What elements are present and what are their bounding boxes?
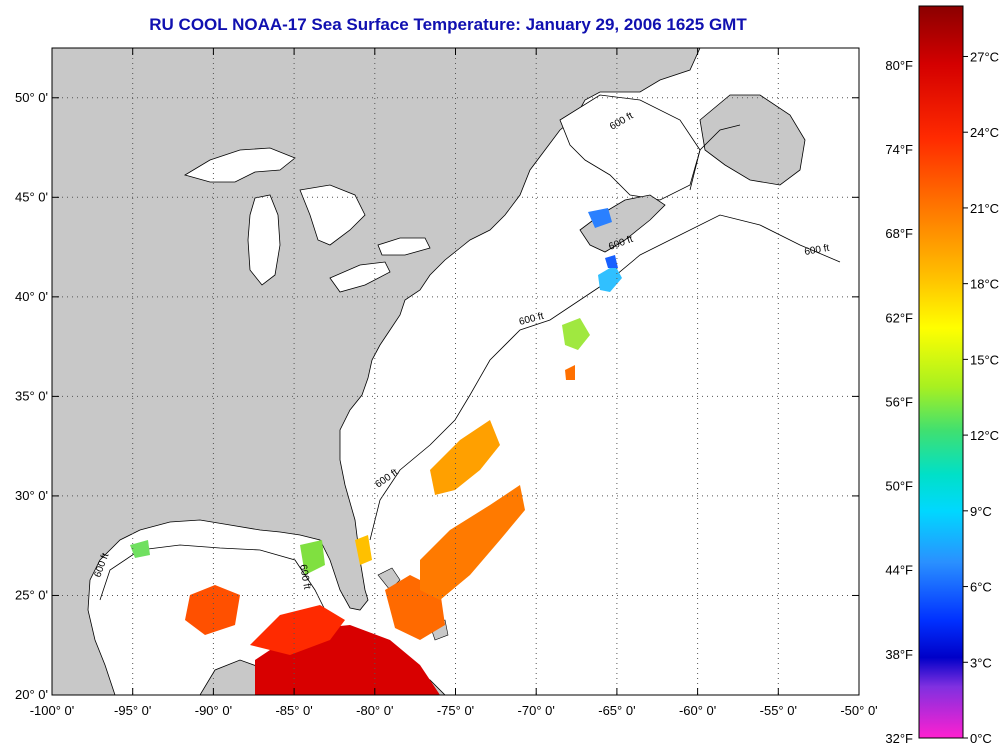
isobath-600ft-slope xyxy=(689,124,741,191)
lat-tick-label: 35° 0' xyxy=(15,388,48,403)
colorbar-f-label: 44°F xyxy=(885,563,913,578)
colorbar-f-label: 68°F xyxy=(885,226,913,241)
lat-tick-label: 25° 0' xyxy=(15,587,48,602)
sst-data-patches xyxy=(130,208,622,695)
isobath-label: 600 ft xyxy=(804,243,831,258)
colorbar-c-label: 21°C xyxy=(970,201,999,216)
colorbar-c-label: 12°C xyxy=(970,428,999,443)
sst-patch-gulf-south xyxy=(250,605,345,655)
colorbar-f-label: 74°F xyxy=(885,142,913,157)
sst-patch-atlantic-orange xyxy=(420,485,525,600)
colorbar-fahrenheit-labels: 32°F 38°F 44°F 50°F 56°F 62°F 68°F 74°F 80°F xyxy=(885,58,913,746)
isobath-600ft-atlantic xyxy=(369,214,841,541)
sst-patch-shelf-blue-2 xyxy=(605,255,618,268)
colorbar-c-label: 0°C xyxy=(970,731,992,746)
sst-patch-texas-green xyxy=(130,540,150,558)
colorbar xyxy=(918,5,964,739)
lon-tick-label: -80° 0' xyxy=(356,703,393,718)
sst-patch-shelf-cyan xyxy=(598,265,622,292)
lat-tick-label: 40° 0' xyxy=(15,289,48,304)
sst-patch-shelf-green xyxy=(562,318,590,350)
colorbar-c-label: 6°C xyxy=(970,580,992,595)
sst-patch-gulf-florida-coast xyxy=(355,535,372,565)
colorbar-f-label: 38°F xyxy=(885,647,913,662)
land-nova-scotia xyxy=(579,194,666,253)
land-yucatan xyxy=(199,659,271,695)
map-panel xyxy=(52,48,859,695)
lon-tick-label: -90° 0' xyxy=(195,703,232,718)
lon-tick-label: -85° 0' xyxy=(275,703,312,718)
lon-tick-label: -100° 0' xyxy=(30,703,75,718)
colorbar-f-label: 32°F xyxy=(885,731,913,746)
lat-tick-label: 50° 0' xyxy=(15,90,48,105)
land-north-america xyxy=(52,48,701,695)
colorbar-c-label: 15°C xyxy=(970,352,999,367)
lake-michigan xyxy=(247,194,281,286)
isobath-600ft-gulf xyxy=(99,544,331,621)
colorbar-c-label: 24°C xyxy=(970,125,999,140)
colorbar-f-label: 62°F xyxy=(885,310,913,325)
sst-patch-gulf-stream-orange xyxy=(565,365,575,380)
isobath-label: 600 ft xyxy=(297,564,312,591)
colorbar-f-label: 80°F xyxy=(885,58,913,73)
lat-tick-label: 20° 0' xyxy=(15,687,48,702)
latitude-axis: 20° 0' 25° 0' 30° 0' 35° 0' 40° 0' 45° 0' 50° … xyxy=(15,90,859,702)
sst-patch-shelf-blue xyxy=(588,208,612,228)
colorbar-f-label: 56°F xyxy=(885,394,913,409)
colorbar-c-label: 18°C xyxy=(970,277,999,292)
gulf-st-lawrence xyxy=(559,94,701,201)
sst-patch-atlantic-yelloworange xyxy=(430,420,500,495)
colorbar-c-label: 27°C xyxy=(970,49,999,64)
longitude-axis: -100° 0' -95° 0' -90° 0' -85° 0' -80° 0' -75°… xyxy=(30,48,878,718)
lat-tick-label: 45° 0' xyxy=(15,189,48,204)
lon-tick-label: -75° 0' xyxy=(437,703,474,718)
lat-tick-label: 30° 0' xyxy=(15,488,48,503)
lon-tick-label: -70° 0' xyxy=(518,703,555,718)
lake-superior xyxy=(183,147,296,183)
lon-tick-label: -55° 0' xyxy=(760,703,797,718)
lon-tick-label: -95° 0' xyxy=(114,703,151,718)
sst-patch-gulf-green xyxy=(300,540,325,575)
colorbar-c-label: 3°C xyxy=(970,655,992,670)
lake-erie xyxy=(329,261,391,293)
colorbar-c-label: 9°C xyxy=(970,504,992,519)
lon-tick-label: -65° 0' xyxy=(598,703,635,718)
land-newfoundland xyxy=(699,94,806,186)
lake-ontario xyxy=(377,237,431,256)
sst-patch-gulf-mid xyxy=(185,585,240,635)
lake-huron xyxy=(299,184,366,246)
lon-tick-label: -60° 0' xyxy=(679,703,716,718)
figure-title: RU COOL NOAA-17 Sea Surface Temperature:… xyxy=(149,15,747,34)
colorbar-f-label: 50°F xyxy=(885,479,913,494)
colorbar-celsius-labels: 0°C 3°C 6°C 9°C 12°C 15°C 18°C 21°C 24°C 27°C xyxy=(963,49,999,746)
lon-tick-label: -50° 0' xyxy=(840,703,877,718)
